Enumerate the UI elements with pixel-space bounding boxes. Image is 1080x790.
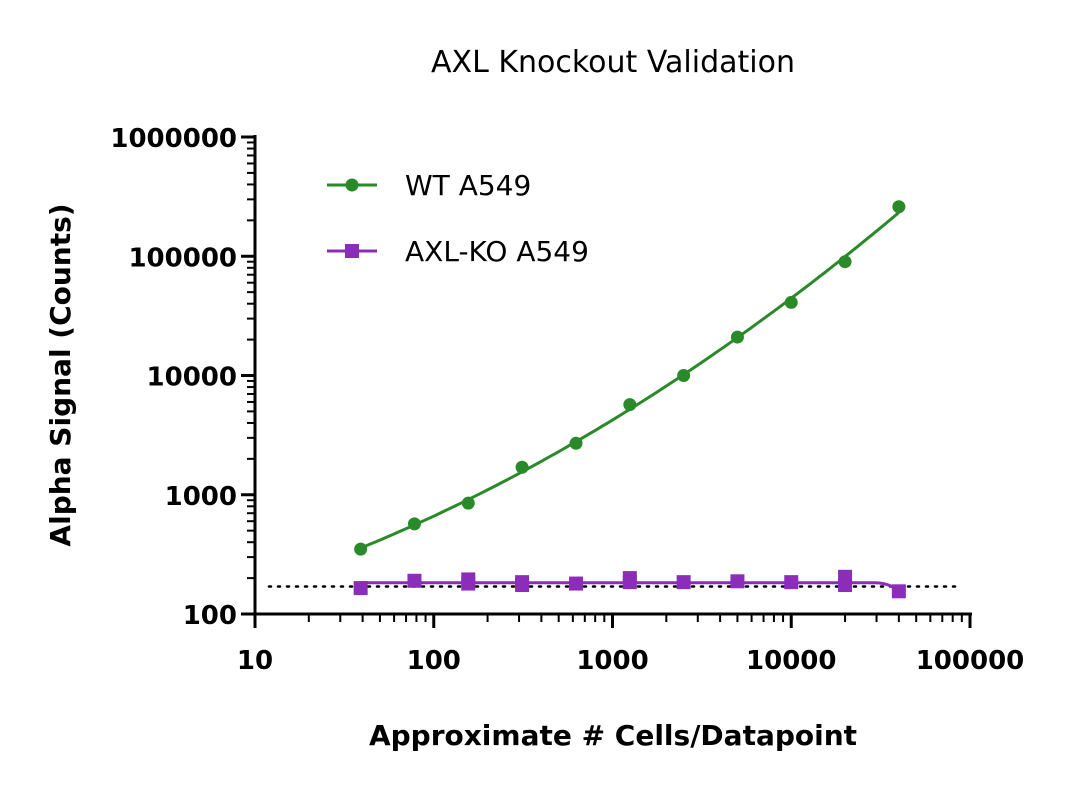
wt-data-point <box>515 460 529 474</box>
wt-data-point <box>407 517 421 531</box>
ko-data-point <box>784 575 799 590</box>
y-tick-label: 10000 <box>147 363 237 393</box>
x-axis-title: Approximate # Cells/Datapoint <box>369 719 857 752</box>
ko-data-point <box>838 578 853 593</box>
ko-data-point <box>461 576 476 591</box>
wt-data-point <box>838 255 852 269</box>
legend-marker-circle <box>345 178 359 192</box>
wt-data-point <box>677 369 691 382</box>
x-tick-label: 10000 <box>746 646 836 676</box>
ko-data-point <box>353 581 368 596</box>
x-tick-label: 10 <box>237 646 273 676</box>
legend-label: WT A549 <box>405 169 531 202</box>
wt-data-point <box>461 496 475 510</box>
y-tick-label: 100 <box>183 601 237 631</box>
wt-data-point <box>623 398 637 412</box>
ko-data-point <box>676 575 691 590</box>
legend-marker-square <box>345 244 359 258</box>
y-tick-label: 100000 <box>128 243 237 273</box>
y-tick-label: 1000 <box>165 482 237 512</box>
ko-data-point <box>622 575 637 590</box>
y-axis-title: Alpha Signal (Counts) <box>44 203 77 546</box>
ko-data-point <box>515 578 530 593</box>
legend-label: AXL-KO A549 <box>405 235 589 268</box>
plot-area: 10 100 1000 10000 10000010010001000010000010… <box>110 124 1024 676</box>
x-tick-label: 1000 <box>576 646 648 676</box>
ko-data-point <box>730 574 745 589</box>
ko-data-point <box>569 576 584 591</box>
wt-data-point <box>569 436 583 450</box>
wt-data-point <box>892 200 906 214</box>
x-tick-label: 100000 <box>916 646 1025 676</box>
wt-data-point <box>730 330 744 344</box>
chart-title: AXL Knockout Validation <box>431 45 795 80</box>
x-tick-label: 100 <box>407 646 461 676</box>
y-tick-label: 1000000 <box>110 124 237 154</box>
ko-data-point <box>891 584 906 599</box>
wt-data-point <box>784 295 798 309</box>
ko-data-point <box>407 573 422 588</box>
wt-data-point <box>354 542 368 556</box>
